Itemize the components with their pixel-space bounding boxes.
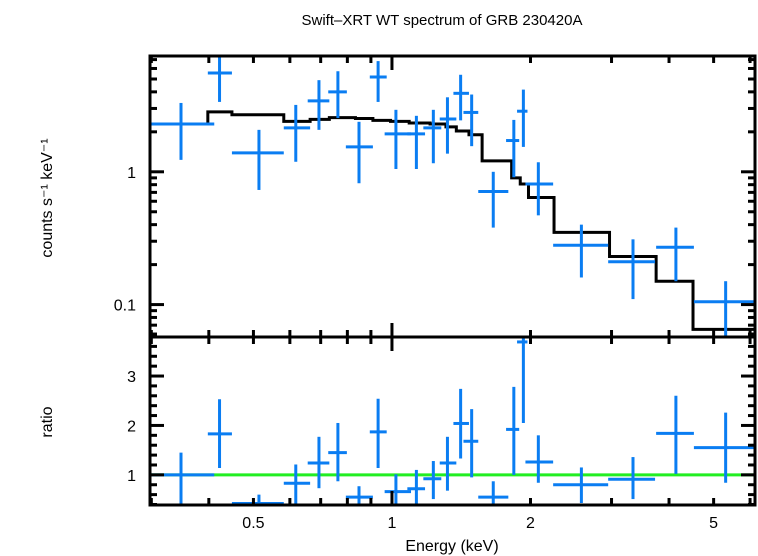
data-point — [439, 436, 457, 491]
data-point — [407, 115, 426, 169]
chart-title: Swift–XRT WT spectrum of GRB 230420A — [302, 12, 583, 29]
y-axis-label-spectrum: counts s⁻¹ keV⁻¹ — [39, 138, 56, 257]
data-point — [693, 281, 755, 337]
data-point — [283, 104, 311, 162]
data-point — [506, 386, 520, 475]
data-point — [283, 464, 311, 505]
data-point — [453, 388, 469, 459]
panel-frame — [148, 335, 757, 507]
data-point — [608, 457, 656, 500]
data-point — [231, 494, 284, 506]
data-point — [231, 129, 284, 190]
data-point — [517, 89, 528, 147]
panel-frame — [148, 54, 757, 339]
data-point — [553, 467, 609, 504]
data-point — [463, 94, 479, 147]
data-point — [369, 61, 387, 102]
data-point — [478, 171, 509, 228]
x-tick-label: 1 — [388, 515, 397, 532]
data-point — [328, 71, 347, 119]
data-point — [453, 74, 469, 121]
y-tick-label: 1 — [127, 165, 136, 182]
data-point — [369, 398, 387, 468]
data-point — [608, 239, 656, 300]
x-tick-label: 2 — [526, 515, 535, 532]
data-point — [478, 481, 509, 505]
x-tick-label: 0.5 — [242, 515, 264, 532]
data-point — [506, 119, 520, 178]
x-tick-label: 5 — [709, 515, 718, 532]
data-point — [207, 56, 232, 102]
ratio-panel: 1 2 3 — [127, 335, 757, 507]
data-point — [407, 469, 426, 505]
data-point — [328, 422, 347, 482]
data-point — [656, 395, 694, 474]
data-point — [307, 436, 330, 489]
data-point — [423, 461, 442, 500]
x-axis-label: Energy (keV) — [405, 538, 498, 555]
data-point — [553, 224, 609, 278]
spectrum-panel: 0.11 — [114, 54, 757, 339]
y-tick-label: 1 — [127, 468, 136, 485]
y-tick-label: 2 — [127, 418, 136, 435]
data-point — [345, 121, 373, 184]
data-point — [525, 435, 554, 483]
data-point — [463, 409, 479, 478]
data-point — [345, 486, 373, 505]
data-point — [207, 399, 232, 468]
data-point — [384, 474, 412, 505]
model-step-line — [150, 110, 755, 331]
data-point — [150, 102, 215, 160]
data-point — [423, 109, 442, 164]
data-point — [517, 337, 528, 423]
y-tick-label: 0.1 — [114, 298, 136, 315]
data-point — [656, 227, 694, 282]
data-point — [439, 97, 457, 154]
data-point — [693, 412, 755, 483]
data-point — [384, 109, 412, 169]
y-tick-label: 3 — [127, 369, 136, 386]
y-axis-label-ratio: ratio — [39, 406, 56, 437]
data-point — [525, 162, 554, 216]
data-point — [307, 80, 330, 130]
data-point — [150, 452, 215, 504]
